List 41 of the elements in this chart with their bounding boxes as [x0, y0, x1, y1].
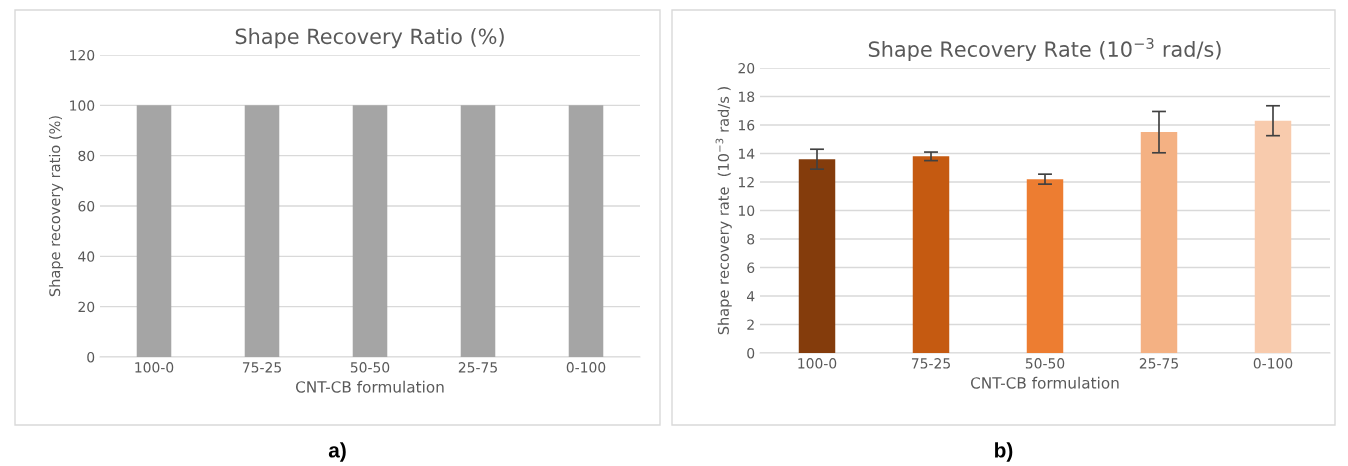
bar	[1026, 179, 1064, 353]
x-tick-label: 100-0	[798, 358, 837, 369]
x-tick-label: 25-75	[458, 362, 497, 373]
y-tick-label: 8	[747, 233, 755, 245]
y-tick-label: 100	[70, 100, 95, 111]
y-tick-label: 10	[738, 205, 755, 216]
y-axis-title: Shape recovery rate (10$^{−3}$ rad/s )	[715, 87, 732, 335]
y-tick-label: 2	[747, 319, 754, 330]
x-tick-label: 25-75	[1139, 358, 1178, 369]
y-tick-label: 18	[738, 91, 755, 102]
y-tick-label: 16	[738, 119, 755, 131]
y-tick-label: 0	[747, 347, 755, 359]
y-tick-label: 0	[87, 351, 95, 363]
text: a)	[328, 442, 346, 462]
y-tick-label: 40	[78, 251, 95, 262]
y-tick-label: 20	[78, 301, 95, 313]
y-tick-label: 60	[78, 200, 95, 212]
x-axis-title: CNT-CB formulation	[970, 376, 1119, 389]
chart-title: Shape Recovery Ratio (%)	[235, 28, 504, 49]
y-tick-label: 12	[738, 176, 754, 188]
x-tick-label: 75-25	[242, 362, 281, 373]
bar	[798, 159, 836, 353]
x-tick-label: 100-0	[135, 362, 174, 373]
x-axis-title: CNT-CB formulation	[295, 380, 444, 393]
x-tick-label: 0-100	[566, 362, 606, 373]
bar	[1254, 120, 1292, 353]
y-axis-title: Shape recovery ratio (%)	[48, 116, 64, 297]
y-tick-label: 4	[746, 291, 755, 302]
bar	[912, 156, 950, 353]
chart-title: Shape Recovery Rate (10$^{−3}$ rad/s)	[868, 37, 1221, 62]
y-tick-label: 20	[738, 62, 755, 74]
x-tick-label: 75-25	[911, 358, 950, 369]
x-tick-label: 50-50	[350, 362, 390, 373]
bar	[1140, 132, 1178, 353]
text: b)	[995, 442, 1013, 462]
y-tick-label: 80	[78, 150, 95, 162]
y-tick-label: 6	[747, 262, 755, 273]
x-tick-label: 0-100	[1253, 358, 1293, 369]
y-tick-label: 14	[738, 148, 755, 159]
x-tick-label: 50-50	[1025, 358, 1065, 369]
y-tick-label: 120	[70, 49, 95, 61]
